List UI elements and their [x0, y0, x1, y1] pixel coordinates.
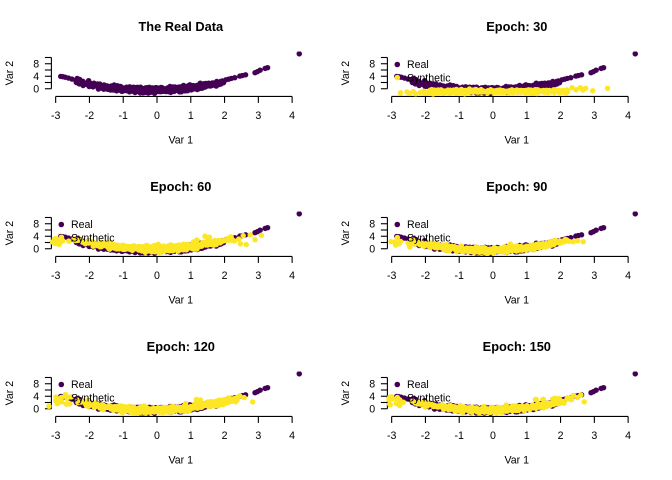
svg-text:3: 3	[591, 110, 597, 122]
svg-text:-3: -3	[51, 430, 61, 442]
svg-text:Real: Real	[71, 219, 93, 231]
svg-text:0: 0	[33, 83, 39, 95]
svg-text:Real: Real	[71, 379, 93, 391]
svg-text:8: 8	[369, 218, 375, 230]
svg-text:8: 8	[33, 378, 39, 390]
svg-text:-3: -3	[51, 110, 61, 122]
svg-text:4: 4	[33, 391, 39, 403]
svg-text:Var 2: Var 2	[4, 61, 16, 86]
svg-text:2: 2	[558, 430, 564, 442]
svg-text:The Real Data: The Real Data	[138, 19, 224, 34]
svg-text:8: 8	[369, 378, 375, 390]
svg-text:Synthetic: Synthetic	[71, 392, 115, 404]
svg-text:-1: -1	[455, 270, 465, 282]
svg-text:Var 1: Var 1	[505, 455, 530, 467]
svg-text:Var 2: Var 2	[340, 61, 352, 86]
svg-text:4: 4	[625, 110, 631, 122]
svg-text:0: 0	[33, 243, 39, 255]
svg-text:1: 1	[188, 270, 194, 282]
svg-text:-2: -2	[85, 270, 95, 282]
svg-text:Epoch: 120: Epoch: 120	[147, 339, 215, 354]
svg-text:0: 0	[490, 110, 496, 122]
svg-text:4: 4	[369, 71, 375, 83]
svg-text:-3: -3	[51, 270, 61, 282]
svg-text:Var 2: Var 2	[4, 381, 16, 406]
svg-text:Var 1: Var 1	[505, 135, 530, 147]
svg-text:Var 1: Var 1	[169, 295, 194, 307]
svg-text:1: 1	[524, 270, 530, 282]
svg-text:-2: -2	[85, 430, 95, 442]
svg-text:1: 1	[524, 430, 530, 442]
svg-text:Real: Real	[407, 379, 429, 391]
svg-text:Var 2: Var 2	[340, 221, 352, 246]
svg-text:0: 0	[154, 270, 160, 282]
svg-text:Synthetic: Synthetic	[407, 392, 451, 404]
svg-text:1: 1	[188, 110, 194, 122]
svg-text:Epoch: 60: Epoch: 60	[150, 179, 211, 194]
svg-text:0: 0	[33, 403, 39, 415]
svg-text:2: 2	[222, 270, 228, 282]
svg-text:0: 0	[154, 110, 160, 122]
svg-text:Epoch: 150: Epoch: 150	[483, 339, 551, 354]
svg-text:Real: Real	[407, 59, 429, 71]
svg-text:-3: -3	[387, 110, 397, 122]
svg-text:-3: -3	[387, 270, 397, 282]
svg-text:Synthetic: Synthetic	[71, 232, 115, 244]
svg-text:1: 1	[524, 110, 530, 122]
svg-text:4: 4	[289, 430, 295, 442]
svg-text:4: 4	[625, 270, 631, 282]
svg-text:3: 3	[255, 270, 261, 282]
svg-text:3: 3	[591, 270, 597, 282]
svg-text:8: 8	[33, 58, 39, 70]
svg-text:-2: -2	[421, 110, 431, 122]
svg-text:-2: -2	[85, 110, 95, 122]
svg-text:Epoch: 90: Epoch: 90	[486, 179, 547, 194]
svg-text:Var 1: Var 1	[169, 455, 194, 467]
svg-text:4: 4	[33, 231, 39, 243]
svg-text:0: 0	[490, 270, 496, 282]
svg-text:Var 2: Var 2	[340, 381, 352, 406]
svg-text:0: 0	[369, 83, 375, 95]
svg-text:-1: -1	[119, 430, 129, 442]
svg-text:-1: -1	[455, 110, 465, 122]
svg-text:-1: -1	[455, 430, 465, 442]
svg-text:-2: -2	[421, 430, 431, 442]
svg-text:-1: -1	[119, 270, 129, 282]
svg-text:2: 2	[558, 270, 564, 282]
svg-text:-3: -3	[387, 430, 397, 442]
svg-text:4: 4	[625, 430, 631, 442]
svg-text:2: 2	[222, 430, 228, 442]
svg-text:3: 3	[255, 430, 261, 442]
svg-text:Real: Real	[407, 219, 429, 231]
svg-text:0: 0	[369, 403, 375, 415]
svg-text:8: 8	[369, 58, 375, 70]
svg-text:3: 3	[591, 430, 597, 442]
svg-text:Synthetic: Synthetic	[407, 232, 451, 244]
svg-text:Var 1: Var 1	[505, 295, 530, 307]
svg-text:4: 4	[369, 231, 375, 243]
svg-text:Var 2: Var 2	[4, 221, 16, 246]
svg-text:4: 4	[369, 391, 375, 403]
svg-text:-2: -2	[421, 270, 431, 282]
svg-text:Epoch: 30: Epoch: 30	[486, 19, 547, 34]
svg-text:3: 3	[255, 110, 261, 122]
svg-text:4: 4	[289, 270, 295, 282]
svg-text:Var 1: Var 1	[169, 135, 194, 147]
svg-text:-1: -1	[119, 110, 129, 122]
svg-text:4: 4	[33, 71, 39, 83]
svg-text:0: 0	[154, 430, 160, 442]
svg-text:4: 4	[289, 110, 295, 122]
svg-text:2: 2	[222, 110, 228, 122]
svg-text:1: 1	[188, 430, 194, 442]
svg-text:8: 8	[33, 218, 39, 230]
svg-text:0: 0	[490, 430, 496, 442]
svg-text:0: 0	[369, 243, 375, 255]
svg-text:2: 2	[558, 110, 564, 122]
svg-text:Synthetic: Synthetic	[407, 72, 451, 84]
